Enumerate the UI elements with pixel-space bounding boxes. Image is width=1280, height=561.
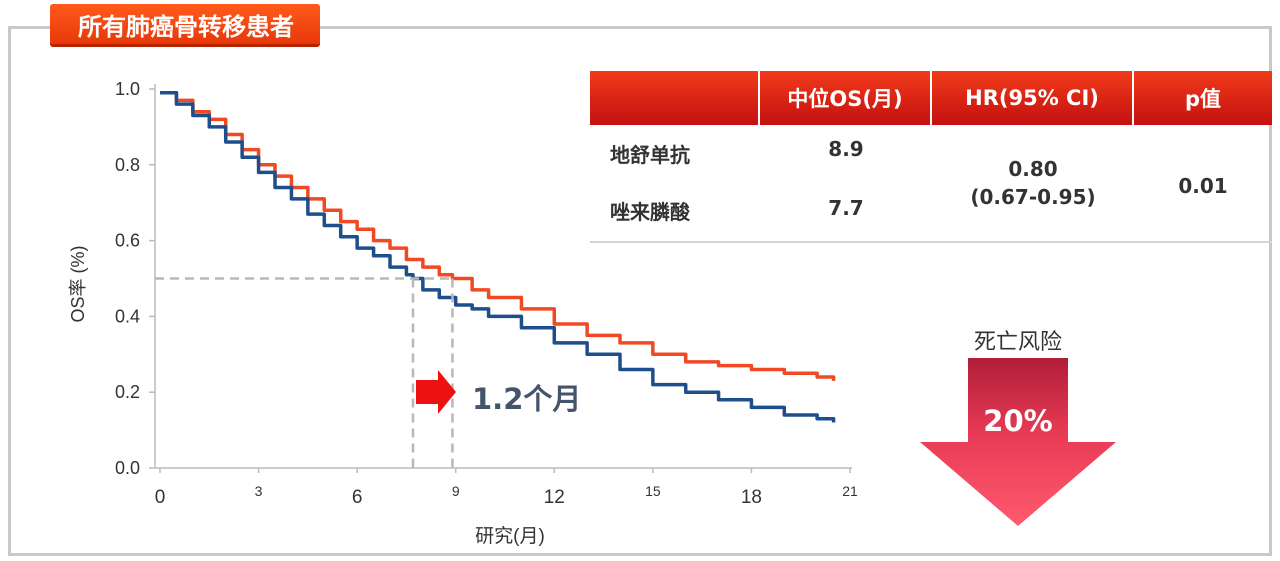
table-bottom-divider	[590, 241, 1272, 243]
table-header-median-os: 中位OS(月)	[760, 71, 932, 125]
risk-label: 死亡风险	[973, 330, 1062, 355]
risk-down-arrow-icon	[920, 358, 1116, 526]
hr-value: 0.80	[1008, 157, 1058, 181]
chart-frame	[8, 26, 1272, 556]
x-tick-label: 0	[155, 487, 166, 508]
table-header-p: p值	[1134, 71, 1272, 125]
median-gap-label: 1.2个月	[472, 382, 582, 416]
row-median-denosumab: 8.9	[828, 137, 864, 161]
row-name-denosumab: 地舒单抗	[610, 143, 690, 167]
x-tick-label: 18	[741, 487, 762, 508]
row-name-zoledronic: 唑来膦酸	[610, 200, 690, 224]
row-median-zoledronic: 7.7	[828, 196, 864, 220]
y-tick-label: 1.0	[115, 79, 140, 99]
y-tick-label: 0.0	[115, 458, 140, 478]
median-lines	[155, 277, 454, 468]
x-tick-label: 21	[842, 483, 858, 499]
y-tick-label: 0.2	[115, 382, 140, 402]
x-tick-label: 6	[352, 487, 363, 508]
y-tick-label: 0.8	[115, 155, 140, 175]
title-tag: 所有肺癌骨转移患者	[50, 4, 320, 44]
hr-ci: (0.67-0.95)	[970, 185, 1096, 209]
x-axis-label: 研究(月)	[475, 525, 545, 547]
survival-chart: 0.0 0.2 0.4 0.6 0.8 1.0 0 3 6 9 12 15 18 21 OS率 (%) 研…	[68, 79, 858, 547]
gap-arrow-icon	[416, 370, 456, 414]
table-header-hr: HR(95% CI)	[932, 71, 1134, 125]
y-axis-label: OS率 (%)	[68, 245, 88, 322]
x-tick-label: 9	[452, 483, 460, 499]
p-value: 0.01	[1178, 174, 1228, 198]
chart-axes: 0.0 0.2 0.4 0.6 0.8 1.0 0 3 6 9 12 15 18 21	[115, 79, 858, 508]
chart-series	[160, 91, 836, 423]
risk-reduction-value: 20%	[983, 404, 1053, 438]
y-tick-label: 0.4	[115, 306, 140, 326]
x-tick-label: 3	[255, 483, 263, 499]
table-header-empty	[590, 71, 760, 125]
x-tick-label: 12	[544, 487, 565, 508]
series-line-1	[160, 91, 836, 381]
y-tick-label: 0.6	[115, 231, 140, 251]
x-tick-label: 15	[645, 483, 661, 499]
series-line-2	[160, 91, 836, 423]
